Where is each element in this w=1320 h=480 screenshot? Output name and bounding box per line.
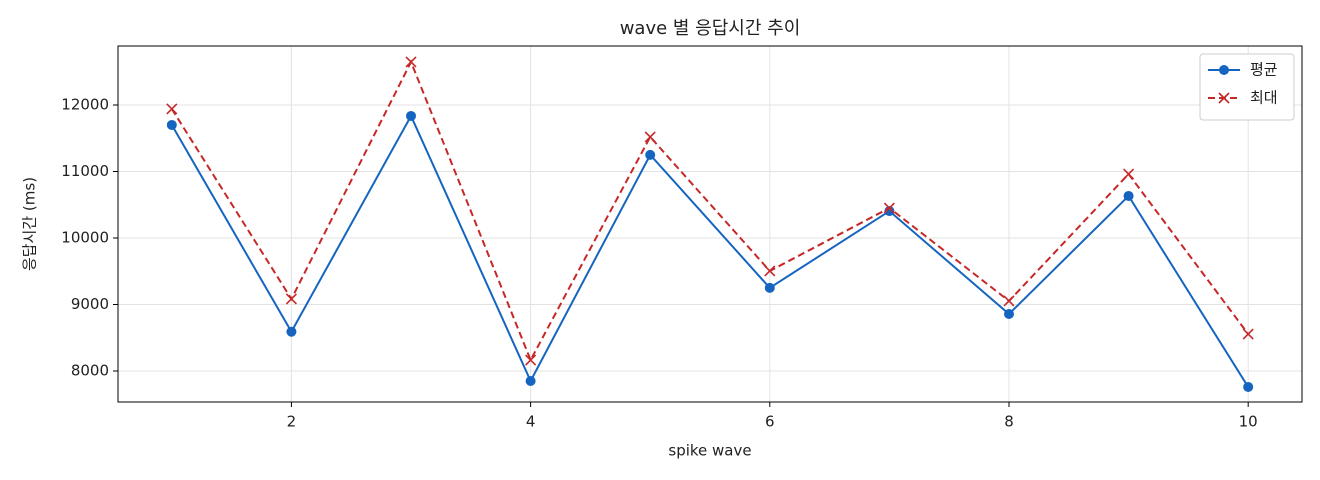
marker xyxy=(166,119,177,130)
x-tick-label: 8 xyxy=(1004,413,1014,431)
x-axis-label: spike wave xyxy=(668,442,751,460)
marker xyxy=(525,375,536,386)
legend-label: 최대 xyxy=(1250,89,1278,107)
legend-label: 평균 xyxy=(1250,61,1278,79)
marker xyxy=(883,202,895,214)
chart-title: wave 별 응답시간 추이 xyxy=(620,18,801,39)
y-axis-label: 응답시간 (ms) xyxy=(21,177,39,271)
marker xyxy=(406,110,417,121)
y-tick-label: 9000 xyxy=(71,295,109,313)
marker xyxy=(286,326,297,337)
y-tick-label: 12000 xyxy=(61,95,109,113)
marker xyxy=(645,149,656,160)
x-tick-label: 4 xyxy=(526,413,536,431)
legend-marker xyxy=(1219,65,1229,75)
marker xyxy=(525,354,537,366)
marker xyxy=(285,293,297,305)
y-tick-label: 11000 xyxy=(61,162,109,180)
series-line xyxy=(170,113,1250,388)
marker xyxy=(644,131,656,143)
marker xyxy=(1003,309,1014,320)
series-line xyxy=(170,59,1249,363)
marker xyxy=(1242,328,1254,340)
x-tick-label: 6 xyxy=(765,413,775,431)
marker xyxy=(1123,168,1135,180)
marker xyxy=(405,56,417,68)
marker xyxy=(764,265,776,277)
marker xyxy=(1003,295,1015,307)
marker xyxy=(1243,381,1254,392)
plot-frame xyxy=(117,45,1303,403)
y-tick-label: 10000 xyxy=(61,228,109,246)
legend-box xyxy=(1199,53,1295,121)
y-tick-label: 8000 xyxy=(71,362,109,380)
marker xyxy=(764,282,775,293)
marker xyxy=(166,103,178,115)
legend-marker xyxy=(1218,92,1230,104)
marker xyxy=(1123,190,1134,201)
x-tick-label: 2 xyxy=(287,413,297,431)
x-tick-label: 10 xyxy=(1239,413,1258,431)
